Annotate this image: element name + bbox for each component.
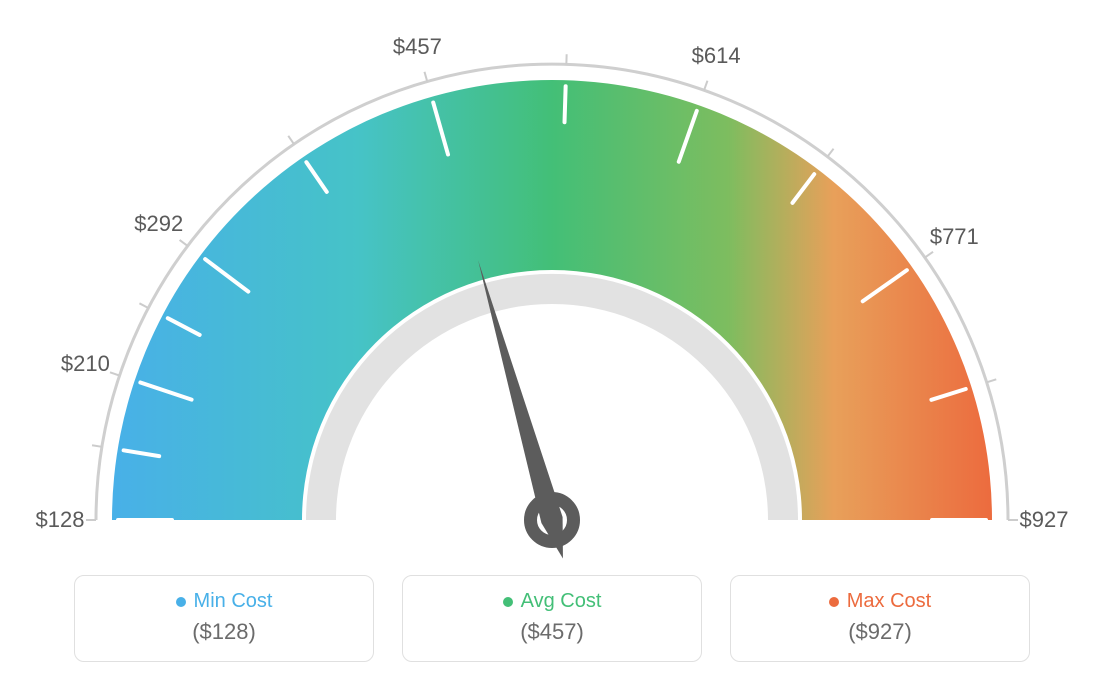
- legend-row: Min Cost ($128) Avg Cost ($457) Max Cost ($92…: [0, 575, 1104, 662]
- legend-dot-icon: [829, 597, 839, 607]
- legend-value-min: ($128): [85, 619, 363, 645]
- legend-label: Min Cost: [194, 590, 273, 612]
- gauge-outer-tick: [180, 240, 188, 246]
- gauge-outer-tick: [92, 445, 102, 447]
- gauge-scale-label: $614: [692, 43, 741, 69]
- gauge-svg: [0, 0, 1104, 562]
- legend-box-avg: Avg Cost ($457): [402, 575, 702, 662]
- legend-title-avg: Avg Cost: [413, 590, 691, 613]
- gauge-outer-tick: [987, 379, 997, 382]
- gauge-scale-label: $128: [36, 507, 85, 533]
- legend-label: Avg Cost: [521, 590, 602, 612]
- gauge-tick-minor: [565, 86, 566, 122]
- legend-box-max: Max Cost ($927): [730, 575, 1030, 662]
- gauge-outer-tick: [925, 252, 933, 258]
- legend-title-min: Min Cost: [85, 590, 363, 613]
- gauge-outer-tick: [424, 72, 427, 82]
- cost-gauge-chart: $128 $210 $292 $457 $614 $771 $927 Min Cost ($1…: [0, 0, 1104, 690]
- gauge-outer-tick: [139, 303, 148, 308]
- gauge-outer-tick: [828, 149, 834, 157]
- gauge-outer-tick: [110, 372, 119, 375]
- legend-dot-icon: [176, 597, 186, 607]
- legend-title-max: Max Cost: [741, 590, 1019, 613]
- gauge-scale-label: $457: [393, 34, 442, 60]
- gauge-scale-label: $210: [61, 351, 110, 377]
- gauge-scale-label: $292: [134, 211, 183, 237]
- gauge-scale-label: $927: [1020, 507, 1069, 533]
- legend-label: Max Cost: [847, 590, 931, 612]
- legend-dot-icon: [503, 597, 513, 607]
- legend-value-avg: ($457): [413, 619, 691, 645]
- gauge-scale-label: $771: [930, 224, 979, 250]
- legend-box-min: Min Cost ($128): [74, 575, 374, 662]
- gauge-outer-tick: [288, 136, 294, 144]
- legend-value-max: ($927): [741, 619, 1019, 645]
- gauge-area: $128 $210 $292 $457 $614 $771 $927: [0, 0, 1104, 562]
- gauge-outer-tick: [704, 81, 707, 90]
